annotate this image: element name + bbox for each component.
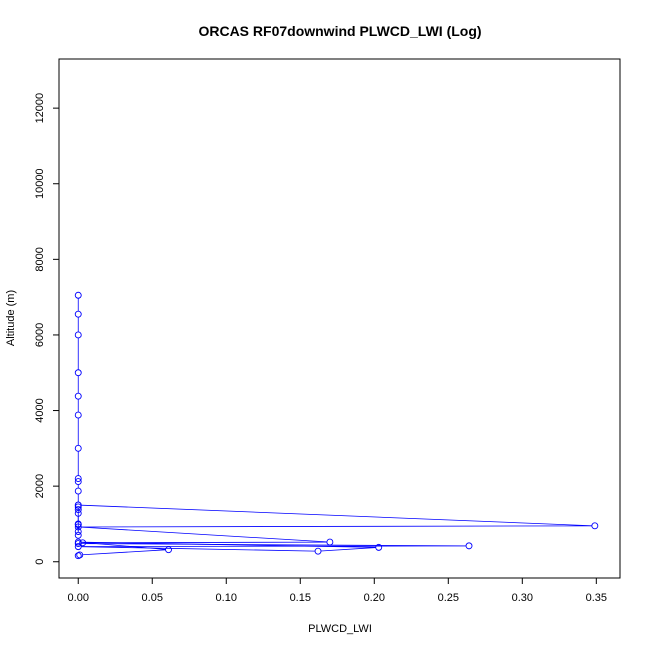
series-line-segment bbox=[321, 547, 376, 552]
data-point bbox=[74, 521, 82, 529]
y-tick-label: 10000 bbox=[34, 168, 46, 199]
data-point bbox=[74, 543, 82, 551]
y-tick-label: 2000 bbox=[34, 474, 46, 498]
x-tick-label: 0.15 bbox=[290, 592, 311, 604]
series-line-segment bbox=[81, 541, 376, 548]
data-point bbox=[74, 369, 82, 377]
y-tick-label: 6000 bbox=[34, 323, 46, 347]
x-axis-label: PLWCD_LWI bbox=[308, 623, 372, 635]
data-point bbox=[74, 310, 82, 318]
series-line-segment bbox=[81, 545, 467, 548]
x-tick-label: 0.35 bbox=[586, 592, 607, 604]
series-line-segment bbox=[81, 504, 592, 527]
x-tick-label: 0.10 bbox=[216, 592, 237, 604]
data-point bbox=[591, 522, 599, 530]
series-line-segment bbox=[81, 525, 592, 528]
x-tick-label: 0.30 bbox=[512, 592, 533, 604]
y-tick-label: 4000 bbox=[34, 398, 46, 422]
data-point bbox=[326, 538, 334, 546]
data-point bbox=[74, 538, 82, 546]
x-tick-label: 0.25 bbox=[438, 592, 459, 604]
series-line-segment bbox=[81, 546, 316, 552]
data-point bbox=[74, 509, 82, 517]
data-point bbox=[375, 543, 383, 551]
data-point bbox=[74, 331, 82, 339]
data-point bbox=[314, 547, 322, 555]
series-line-segment bbox=[81, 541, 166, 550]
series-line-segment bbox=[81, 526, 327, 543]
x-axis: 0.00 0.05 0.10 0.15 0.20 0.25 0.30 0.35 bbox=[68, 577, 607, 604]
series-layer bbox=[74, 291, 599, 560]
data-point bbox=[165, 546, 172, 554]
series-line-segment bbox=[81, 543, 467, 547]
series-line-segment bbox=[82, 549, 166, 556]
data-point bbox=[74, 392, 82, 400]
data-point bbox=[79, 539, 87, 547]
data-point bbox=[74, 506, 82, 514]
data-point bbox=[74, 291, 82, 299]
chart-title: ORCAS RF07downwind PLWCD_LWI (Log) bbox=[198, 23, 481, 39]
data-point bbox=[74, 487, 82, 495]
plot-frame bbox=[58, 58, 621, 579]
data-point bbox=[74, 528, 82, 535]
data-point bbox=[74, 501, 82, 509]
y-tick-label: 8000 bbox=[34, 247, 46, 271]
data-point bbox=[465, 542, 473, 550]
data-point bbox=[74, 444, 82, 452]
data-point bbox=[74, 531, 82, 539]
data-point bbox=[74, 478, 82, 486]
y-axis: 0 2000 4000 6000 8000 10000 12000 bbox=[34, 93, 60, 565]
y-tick-label: 12000 bbox=[34, 93, 46, 124]
y-tick-label: 0 bbox=[34, 559, 46, 565]
x-tick-label: 0.20 bbox=[364, 592, 385, 604]
x-tick-label: 0.00 bbox=[68, 592, 89, 604]
y-axis-label: Altitude (m) bbox=[5, 290, 17, 346]
data-point bbox=[74, 552, 82, 560]
data-point bbox=[74, 523, 82, 531]
data-point bbox=[74, 411, 82, 419]
data-point bbox=[74, 475, 82, 483]
x-tick-label: 0.05 bbox=[142, 592, 163, 604]
